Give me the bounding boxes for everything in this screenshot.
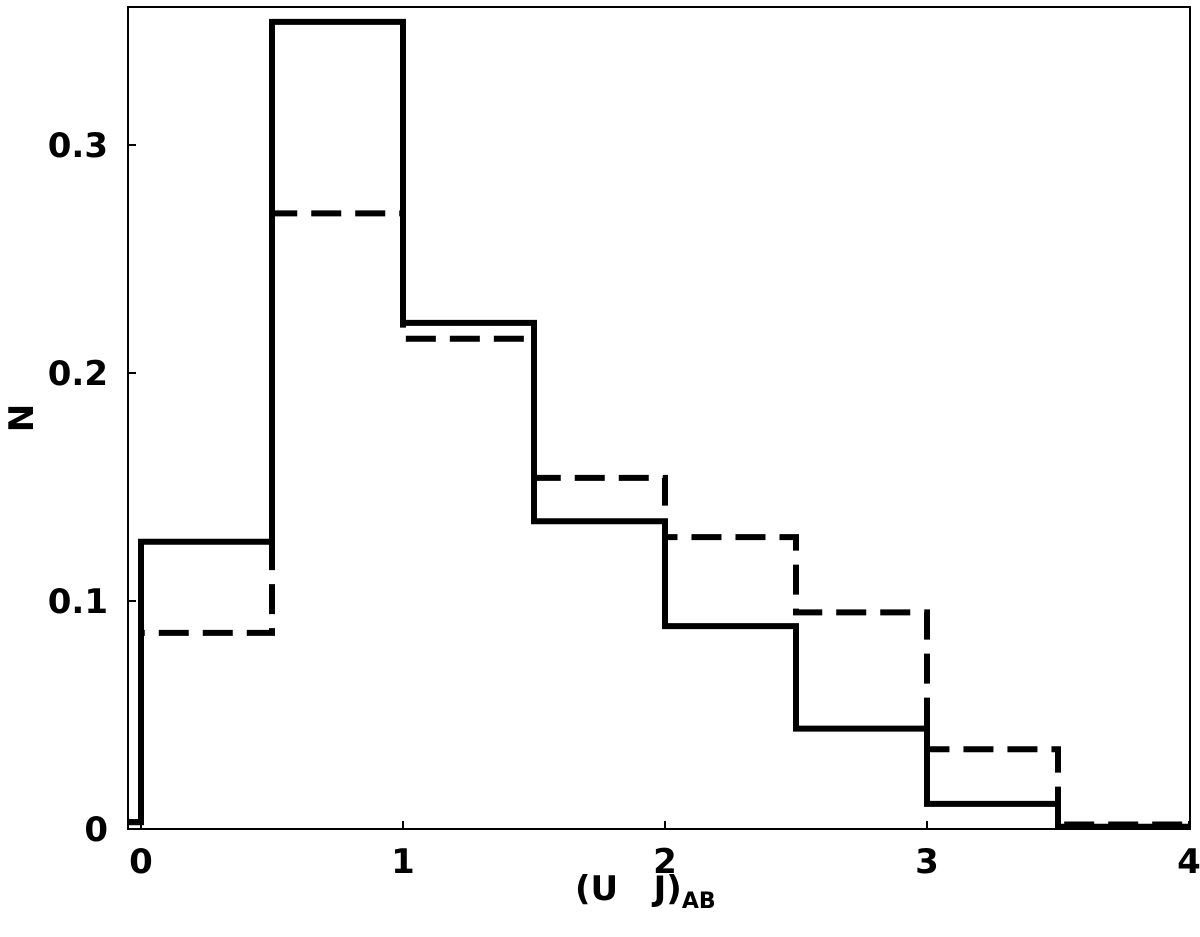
y-tick-label: 0.3 [48,126,108,166]
x-tick-label: 4 [1177,842,1200,882]
x-axis-label: (U J)AB [575,869,716,914]
y-axis-ticks: 0 0.1 0.2 0.3 [48,126,136,850]
x-tick-label: 1 [391,842,415,882]
y-tick-label: 0.1 [48,582,108,622]
series-dashed-line [128,210,1189,828]
histogram-series [128,18,1189,830]
plot-frame [127,6,1191,830]
x-tick-label: 2 [653,842,677,882]
y-tick-label: 0 [84,810,108,850]
x-tick-label: 3 [915,842,939,882]
y-tick-label: 0.2 [48,354,108,394]
x-tick-label: 0 [129,842,153,882]
x-axis-ticks: 0 1 2 3 4 [129,821,1200,882]
x-axis-label-subscript: AB [682,889,716,914]
series-solid-line [128,18,1189,830]
y-axis-label: N [2,404,42,432]
x-axis-label-main: (U J) [575,869,682,909]
